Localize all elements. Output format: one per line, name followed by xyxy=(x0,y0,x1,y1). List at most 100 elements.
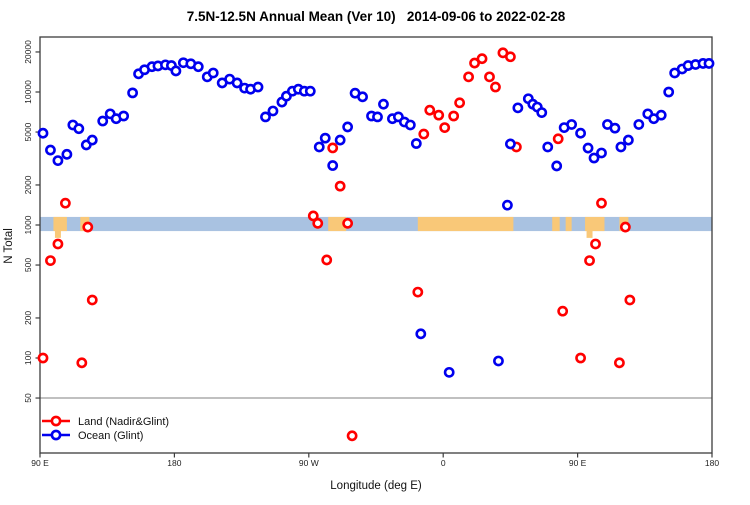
data-point-ocean xyxy=(52,155,64,166)
data-point-land xyxy=(624,294,636,306)
land-protrusion xyxy=(586,230,593,238)
data-point-land xyxy=(327,142,339,154)
data-point-ocean xyxy=(313,141,325,153)
data-point-ocean xyxy=(502,199,513,211)
data-point-land xyxy=(439,122,451,133)
data-point-land xyxy=(76,357,88,369)
data-point-ocean xyxy=(609,122,621,134)
data-point-ocean xyxy=(118,110,130,122)
data-point-ocean xyxy=(231,77,243,89)
data-point-ocean xyxy=(327,160,339,171)
data-point-ocean xyxy=(663,86,675,98)
data-point-land xyxy=(37,352,49,364)
y-tick-label: 20000 xyxy=(23,40,33,64)
data-point-land xyxy=(596,197,607,209)
data-point-ocean xyxy=(404,119,416,131)
y-tick-label: 5000 xyxy=(23,122,33,141)
data-point-ocean xyxy=(655,109,667,121)
data-point-ocean xyxy=(551,160,563,172)
data-point-ocean xyxy=(357,91,368,103)
data-point-land xyxy=(59,197,71,209)
data-point-ocean xyxy=(37,127,49,139)
data-point-ocean xyxy=(192,61,204,73)
data-point-land xyxy=(342,217,354,229)
x-tick-label: 90 E xyxy=(31,458,49,468)
legend-land-label: Land (Nadir&Glint) xyxy=(78,416,169,428)
data-point-ocean xyxy=(415,328,427,340)
data-point-ocean xyxy=(260,111,271,123)
data-point-ocean xyxy=(378,98,389,110)
data-point-land xyxy=(614,357,625,369)
legend-land-marker xyxy=(50,415,62,427)
data-point-land xyxy=(552,133,564,145)
data-point-land xyxy=(454,97,466,109)
data-point-ocean xyxy=(588,152,600,164)
y-tick-label: 2000 xyxy=(23,175,33,194)
sea-band xyxy=(40,216,712,232)
data-point-ocean xyxy=(304,85,316,97)
data-point-land xyxy=(45,255,56,266)
data-point-land xyxy=(307,210,319,222)
land-patch xyxy=(417,216,514,232)
x-tick-label: 0 xyxy=(441,458,446,468)
x-tick-label: 180 xyxy=(705,458,719,468)
x-tick-label: 90 W xyxy=(299,458,319,468)
data-point-land xyxy=(504,51,516,63)
y-tick-label: 100 xyxy=(23,351,33,365)
data-point-ocean xyxy=(45,144,56,156)
data-point-ocean xyxy=(170,65,182,77)
y-tick-label: 200 xyxy=(23,311,33,325)
data-point-land xyxy=(448,110,460,122)
data-point-ocean xyxy=(319,132,331,144)
data-point-land xyxy=(619,221,631,233)
data-point-land xyxy=(575,352,586,364)
plot-frame xyxy=(39,36,713,454)
data-point-ocean xyxy=(267,105,279,117)
y-tick-label: 1000 xyxy=(23,215,33,234)
data-point-land xyxy=(412,286,424,298)
legend-ocean-label: Ocean (Glint) xyxy=(78,430,143,442)
data-point-ocean xyxy=(615,141,627,153)
y-tick-label: 50 xyxy=(23,393,33,403)
land-patch xyxy=(552,216,560,232)
land-patch xyxy=(53,216,67,232)
data-point-land xyxy=(584,255,595,266)
data-point-land xyxy=(476,53,488,65)
data-point-land xyxy=(418,128,430,140)
data-point-land xyxy=(86,294,98,306)
data-point-land xyxy=(346,430,358,442)
data-point-ocean xyxy=(566,119,578,130)
data-point-ocean xyxy=(582,142,594,154)
plot-area: 90 E 180 90 W 0 90 E 180 50 100 200 500 1000 2000 50… xyxy=(23,36,719,468)
data-point-land xyxy=(469,57,480,69)
data-point-land xyxy=(590,238,601,250)
land-patch xyxy=(328,216,347,232)
data-point-ocean xyxy=(443,366,455,378)
data-point-ocean xyxy=(622,134,634,146)
data-point-ocean xyxy=(97,115,109,127)
data-point-ocean xyxy=(512,102,524,114)
data-point-ocean xyxy=(372,111,383,123)
chart-title: 7.5N-12.5N Annual Mean (Ver 10) 2014-09-… xyxy=(187,9,566,24)
x-tick-label: 90 E xyxy=(569,458,587,468)
land-patch xyxy=(585,216,605,232)
data-point-ocean xyxy=(252,81,264,93)
land-patch xyxy=(565,216,572,232)
data-point-ocean xyxy=(86,134,98,146)
data-point-land xyxy=(334,180,346,192)
data-point-ocean xyxy=(73,123,85,135)
data-point-ocean xyxy=(61,148,73,160)
data-point-land xyxy=(557,305,569,317)
data-point-land xyxy=(321,254,333,266)
data-point-ocean xyxy=(633,119,645,130)
y-axis-title: N Total xyxy=(3,228,15,264)
data-point-ocean xyxy=(334,134,346,146)
data-point-land xyxy=(52,238,64,250)
y-tick-label: 500 xyxy=(23,258,33,272)
data-point-land xyxy=(82,221,94,233)
data-point-ocean xyxy=(410,138,422,149)
legend: Land (Nadir&Glint) Ocean (Glint) xyxy=(42,415,169,442)
data-point-land xyxy=(484,71,495,83)
data-point-ocean xyxy=(207,67,219,79)
